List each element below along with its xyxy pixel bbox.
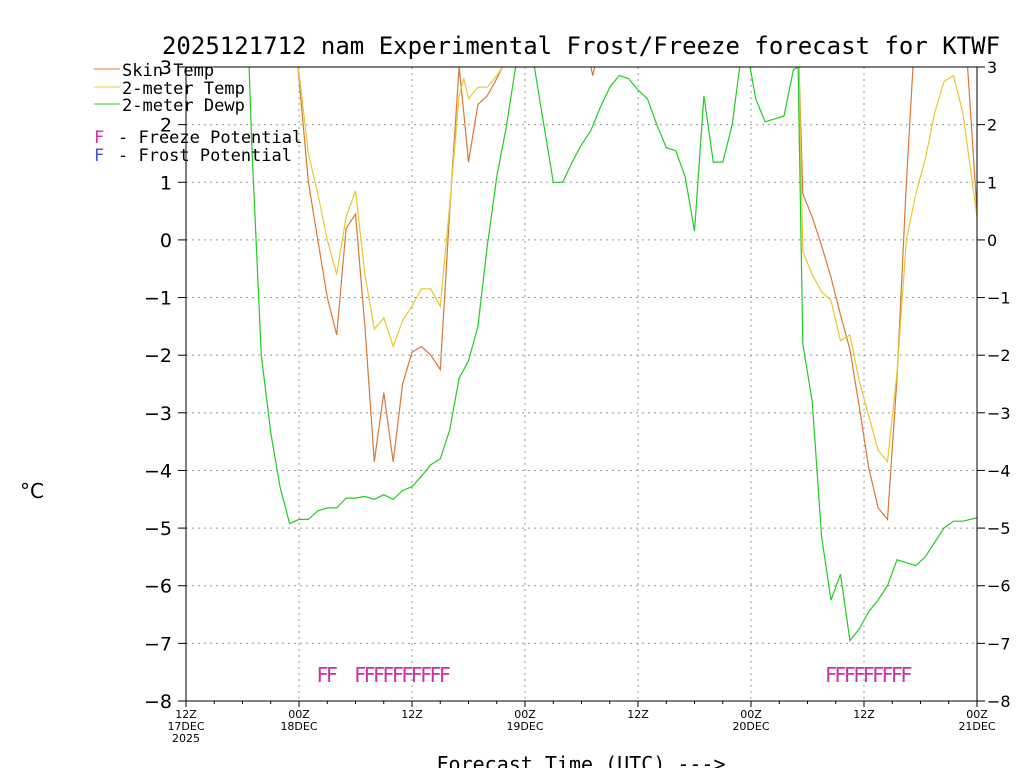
y-tick-label-right: −3 xyxy=(987,404,1011,423)
series-line-skin-temp xyxy=(590,67,596,76)
freeze-marker: F xyxy=(834,663,846,687)
freeze-marker: F xyxy=(420,663,432,687)
y-tick-label-left: −6 xyxy=(144,576,172,598)
legend: Skin Temp 2-meter Temp 2-meter Dewp F - … xyxy=(94,61,302,166)
x-tick-label1: 12Z xyxy=(175,708,197,721)
y-tick-label-right: −8 xyxy=(987,692,1011,711)
y-tick-label-right: −4 xyxy=(987,461,1011,480)
x-tick-label2: 17DEC xyxy=(167,720,204,733)
plot-frame xyxy=(185,66,978,702)
series-line-skin-temp xyxy=(798,67,914,521)
x-tick-label1: 12Z xyxy=(853,708,875,721)
freeze-marker: F xyxy=(411,663,423,687)
y-tick-label-right: −2 xyxy=(987,346,1011,365)
y-tick-label-left: 2 xyxy=(160,115,172,137)
y-tick-label-left: −2 xyxy=(144,345,172,367)
x-tick-label2: 18DEC xyxy=(280,720,317,733)
series-line-2-meter-temp xyxy=(798,67,977,464)
freeze-marker: F xyxy=(891,663,903,687)
freeze-marker: F xyxy=(364,663,376,687)
x-tick-label1: 00Z xyxy=(966,708,988,721)
freeze-marker: F xyxy=(844,663,856,687)
series-line-2-meter-dewp xyxy=(533,67,741,232)
legend-label-skin-temp: Skin Temp xyxy=(122,61,214,81)
y-tick-label-left: 1 xyxy=(160,172,172,194)
chart-title: 2025121712 nam Experimental Frost/Freeze… xyxy=(162,32,1000,60)
legend-label-2m-temp: 2-meter Temp xyxy=(122,79,245,99)
freeze-marker: F xyxy=(439,663,451,687)
freeze-marker: F xyxy=(863,663,875,687)
y-tick-label-right: 1 xyxy=(987,173,997,192)
y-tick-label-right: 0 xyxy=(987,231,997,250)
y-tick-label-left: −7 xyxy=(144,633,172,655)
x-axis-label: Forecast Time (UTC) ---> xyxy=(437,752,726,768)
x-tick-label1: 00Z xyxy=(740,708,762,721)
x-tick-label1: 00Z xyxy=(288,708,310,721)
y-tick-label-left: −4 xyxy=(144,460,172,482)
series-line-skin-temp xyxy=(297,67,503,462)
freeze-marker: F xyxy=(326,663,338,687)
axis-ticks: 3 3 2 2 1 1 0 0 −1 −1 −2 −2 −3 −3 −4 −4 −5 −5 −6 −6 −7 −7 −8 −8… xyxy=(144,57,1011,745)
x-tick-label2: 21DEC xyxy=(958,720,995,733)
y-tick-label-left: −8 xyxy=(144,691,172,713)
freeze-marker: F xyxy=(853,663,865,687)
y-tick-label-left: 3 xyxy=(160,57,172,79)
freeze-marker: F xyxy=(317,663,329,687)
y-axis-label: °C xyxy=(20,479,44,503)
freeze-marker: F xyxy=(373,663,385,687)
y-tick-label-right: −6 xyxy=(987,577,1011,596)
grid xyxy=(186,67,977,701)
legend-frost-letter: F xyxy=(94,146,104,166)
series-line-2-meter-dewp xyxy=(749,67,977,642)
freeze-marker: F xyxy=(825,663,837,687)
y-tick-label-right: −1 xyxy=(987,289,1011,308)
x-tick-label3: 2025 xyxy=(172,732,200,745)
freeze-marker: F xyxy=(354,663,366,687)
x-tick-label1: 12Z xyxy=(401,708,423,721)
freeze-marker: F xyxy=(882,663,894,687)
y-tick-label-right: 2 xyxy=(987,116,997,135)
plot-area xyxy=(248,67,977,642)
y-tick-label-left: 0 xyxy=(160,230,172,252)
y-tick-label-right: −7 xyxy=(987,634,1011,653)
y-tick-label-left: −3 xyxy=(144,403,172,425)
freeze-marker: F xyxy=(900,663,912,687)
legend-label-2m-dewp: 2-meter Dewp xyxy=(122,96,245,116)
legend-freeze-text: - Freeze Potential xyxy=(118,128,302,148)
freeze-marker: F xyxy=(392,663,404,687)
x-tick-label2: 20DEC xyxy=(732,720,769,733)
freeze-marker: F xyxy=(401,663,413,687)
x-tick-label1: 12Z xyxy=(627,708,649,721)
series-line-2-meter-temp xyxy=(297,67,503,349)
freeze-marker: F xyxy=(430,663,442,687)
x-tick-label2: 19DEC xyxy=(506,720,543,733)
series-line-2-meter-dewp xyxy=(248,67,517,525)
legend-freeze-letter: F xyxy=(94,128,104,148)
x-tick-label1: 00Z xyxy=(514,708,536,721)
series-line-skin-temp xyxy=(967,67,977,212)
freeze-marker: F xyxy=(382,663,394,687)
y-tick-label-right: 3 xyxy=(987,58,997,77)
y-tick-label-left: −1 xyxy=(144,288,172,310)
freeze-marker: F xyxy=(872,663,884,687)
y-tick-label-left: −5 xyxy=(144,518,172,540)
legend-frost-text: - Frost Potential xyxy=(118,146,292,166)
y-tick-label-right: −5 xyxy=(987,519,1011,538)
